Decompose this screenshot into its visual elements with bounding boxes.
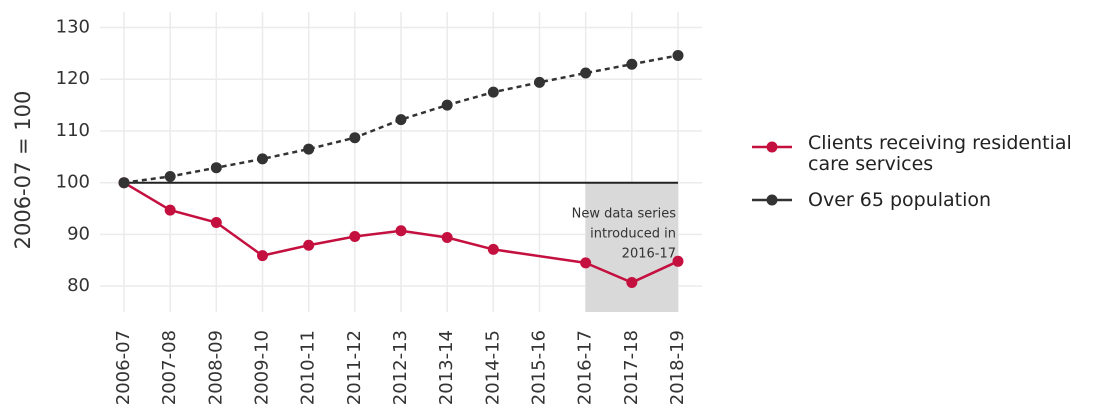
line-connector xyxy=(493,248,586,265)
y-axis-label: 2006-07 = 100 xyxy=(11,91,35,250)
point xyxy=(626,277,638,289)
y-tick-label: 120 xyxy=(56,68,90,89)
point xyxy=(210,162,222,174)
y-tick-label: 100 xyxy=(56,172,90,193)
x-tick-label: 2012-13 xyxy=(390,330,411,405)
x-tick-label: 2007-08 xyxy=(159,330,180,405)
legend-swatch xyxy=(766,194,778,206)
legend-swatch xyxy=(766,141,778,153)
y-tick-label: 110 xyxy=(56,120,90,141)
y-tick-label: 90 xyxy=(67,223,90,244)
shaded-region xyxy=(585,182,678,312)
x-tick-label: 2018-19 xyxy=(667,330,688,405)
point xyxy=(487,243,499,255)
point xyxy=(626,58,638,70)
x-tick-label: 2015-16 xyxy=(529,330,550,405)
point xyxy=(303,239,315,251)
annotation: 2016-17 xyxy=(622,247,676,262)
x-tick-label: 2010-11 xyxy=(298,330,319,405)
point xyxy=(580,67,592,79)
point xyxy=(118,177,130,189)
y-tick-label: 130 xyxy=(56,17,90,38)
x-tick-label: 2014-15 xyxy=(482,330,503,405)
annotation: New data series xyxy=(572,207,677,222)
x-tick-label: 2011-12 xyxy=(344,330,365,405)
point xyxy=(534,76,545,88)
x-tick-label: 2008-09 xyxy=(205,330,226,405)
legend-label: Over 65 population xyxy=(808,189,992,211)
point xyxy=(395,225,407,237)
x-tick-label: 2006-07 xyxy=(113,330,134,405)
x-tick-label: 2017-18 xyxy=(621,330,642,405)
x-tick-label: 2016-17 xyxy=(575,330,596,405)
point xyxy=(672,49,684,61)
point xyxy=(672,255,684,267)
point xyxy=(580,257,592,269)
x-tick-label: 2013-14 xyxy=(436,330,457,405)
annotation: introduced in xyxy=(590,227,676,242)
point xyxy=(164,204,176,216)
point xyxy=(487,86,499,98)
point xyxy=(441,232,453,244)
point xyxy=(257,250,268,262)
point xyxy=(349,230,361,242)
point xyxy=(210,217,222,229)
point xyxy=(441,99,453,111)
point xyxy=(395,114,407,126)
point xyxy=(164,170,176,182)
point xyxy=(303,143,315,155)
point xyxy=(349,132,361,144)
x-tick-label: 2009-10 xyxy=(252,330,273,405)
point xyxy=(257,153,268,165)
legend-label: Clients receiving residential care servi… xyxy=(808,132,1072,175)
y-tick-label: 80 xyxy=(67,275,90,296)
